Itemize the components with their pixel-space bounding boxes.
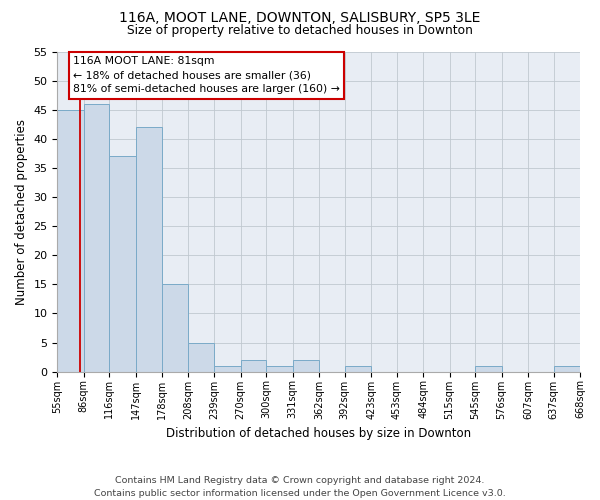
Y-axis label: Number of detached properties: Number of detached properties [15,118,28,304]
Text: Contains HM Land Registry data © Crown copyright and database right 2024.
Contai: Contains HM Land Registry data © Crown c… [94,476,506,498]
Bar [109,156,136,372]
Bar [554,366,580,372]
Text: 116A MOOT LANE: 81sqm
← 18% of detached houses are smaller (36)
81% of semi-deta: 116A MOOT LANE: 81sqm ← 18% of detached … [73,56,340,94]
Bar [241,360,266,372]
Bar [266,366,293,372]
Text: Size of property relative to detached houses in Downton: Size of property relative to detached ho… [127,24,473,37]
Bar [84,104,109,372]
Bar [162,284,188,372]
Bar [136,127,162,372]
Bar [214,366,241,372]
Bar [58,110,84,372]
X-axis label: Distribution of detached houses by size in Downton: Distribution of detached houses by size … [166,427,471,440]
Bar [475,366,502,372]
Bar [188,342,214,372]
Bar [293,360,319,372]
Text: 116A, MOOT LANE, DOWNTON, SALISBURY, SP5 3LE: 116A, MOOT LANE, DOWNTON, SALISBURY, SP5… [119,11,481,25]
Bar [345,366,371,372]
